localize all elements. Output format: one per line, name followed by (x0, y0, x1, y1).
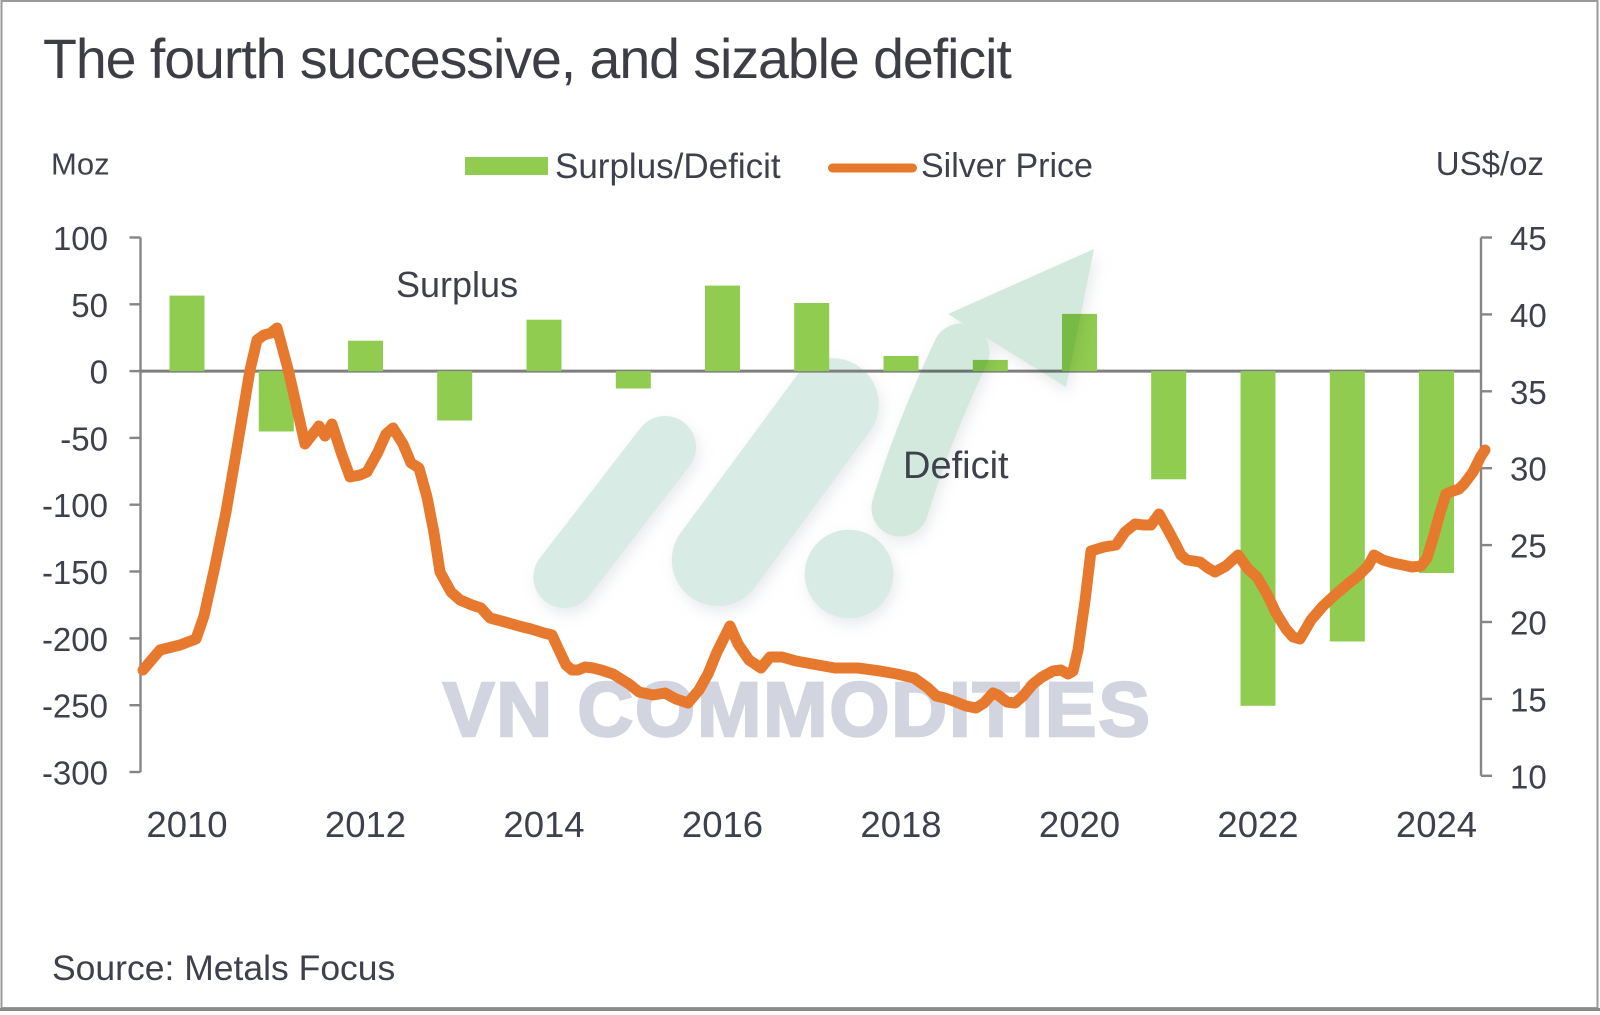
svg-text:2020: 2020 (1039, 804, 1120, 845)
svg-text:Surplus/Deficit: Surplus/Deficit (555, 147, 781, 186)
svg-text:Surplus: Surplus (396, 264, 518, 305)
svg-text:2014: 2014 (503, 804, 584, 845)
svg-text:30: 30 (1510, 451, 1547, 488)
svg-text:Source: Metals Focus: Source: Metals Focus (52, 948, 395, 988)
svg-text:Deficit: Deficit (903, 445, 1009, 487)
svg-text:US$/oz: US$/oz (1436, 145, 1544, 182)
svg-text:2010: 2010 (146, 804, 227, 845)
svg-text:-300: -300 (42, 755, 108, 792)
svg-text:-250: -250 (42, 688, 108, 725)
svg-text:25: 25 (1510, 528, 1547, 565)
svg-text:45: 45 (1510, 220, 1547, 257)
svg-text:-200: -200 (42, 621, 108, 658)
svg-text:15: 15 (1510, 681, 1547, 718)
svg-text:0: 0 (90, 354, 108, 391)
svg-text:-150: -150 (42, 554, 108, 591)
svg-text:Silver Price: Silver Price (921, 147, 1093, 185)
svg-text:100: 100 (53, 220, 108, 257)
svg-text:50: 50 (71, 287, 108, 324)
svg-text:Moz: Moz (51, 147, 110, 182)
svg-text:The fourth successive, and siz: The fourth successive, and sizable defic… (43, 28, 1012, 90)
svg-text:2018: 2018 (860, 804, 941, 845)
svg-text:40: 40 (1510, 297, 1547, 334)
svg-text:20: 20 (1510, 605, 1547, 642)
svg-text:2012: 2012 (325, 804, 406, 845)
svg-text:-50: -50 (60, 420, 108, 457)
svg-text:2024: 2024 (1396, 804, 1477, 845)
svg-text:2022: 2022 (1217, 804, 1298, 845)
svg-text:-100: -100 (42, 487, 108, 524)
svg-text:10: 10 (1510, 758, 1547, 795)
svg-text:35: 35 (1510, 374, 1547, 411)
svg-text:2016: 2016 (682, 804, 763, 845)
